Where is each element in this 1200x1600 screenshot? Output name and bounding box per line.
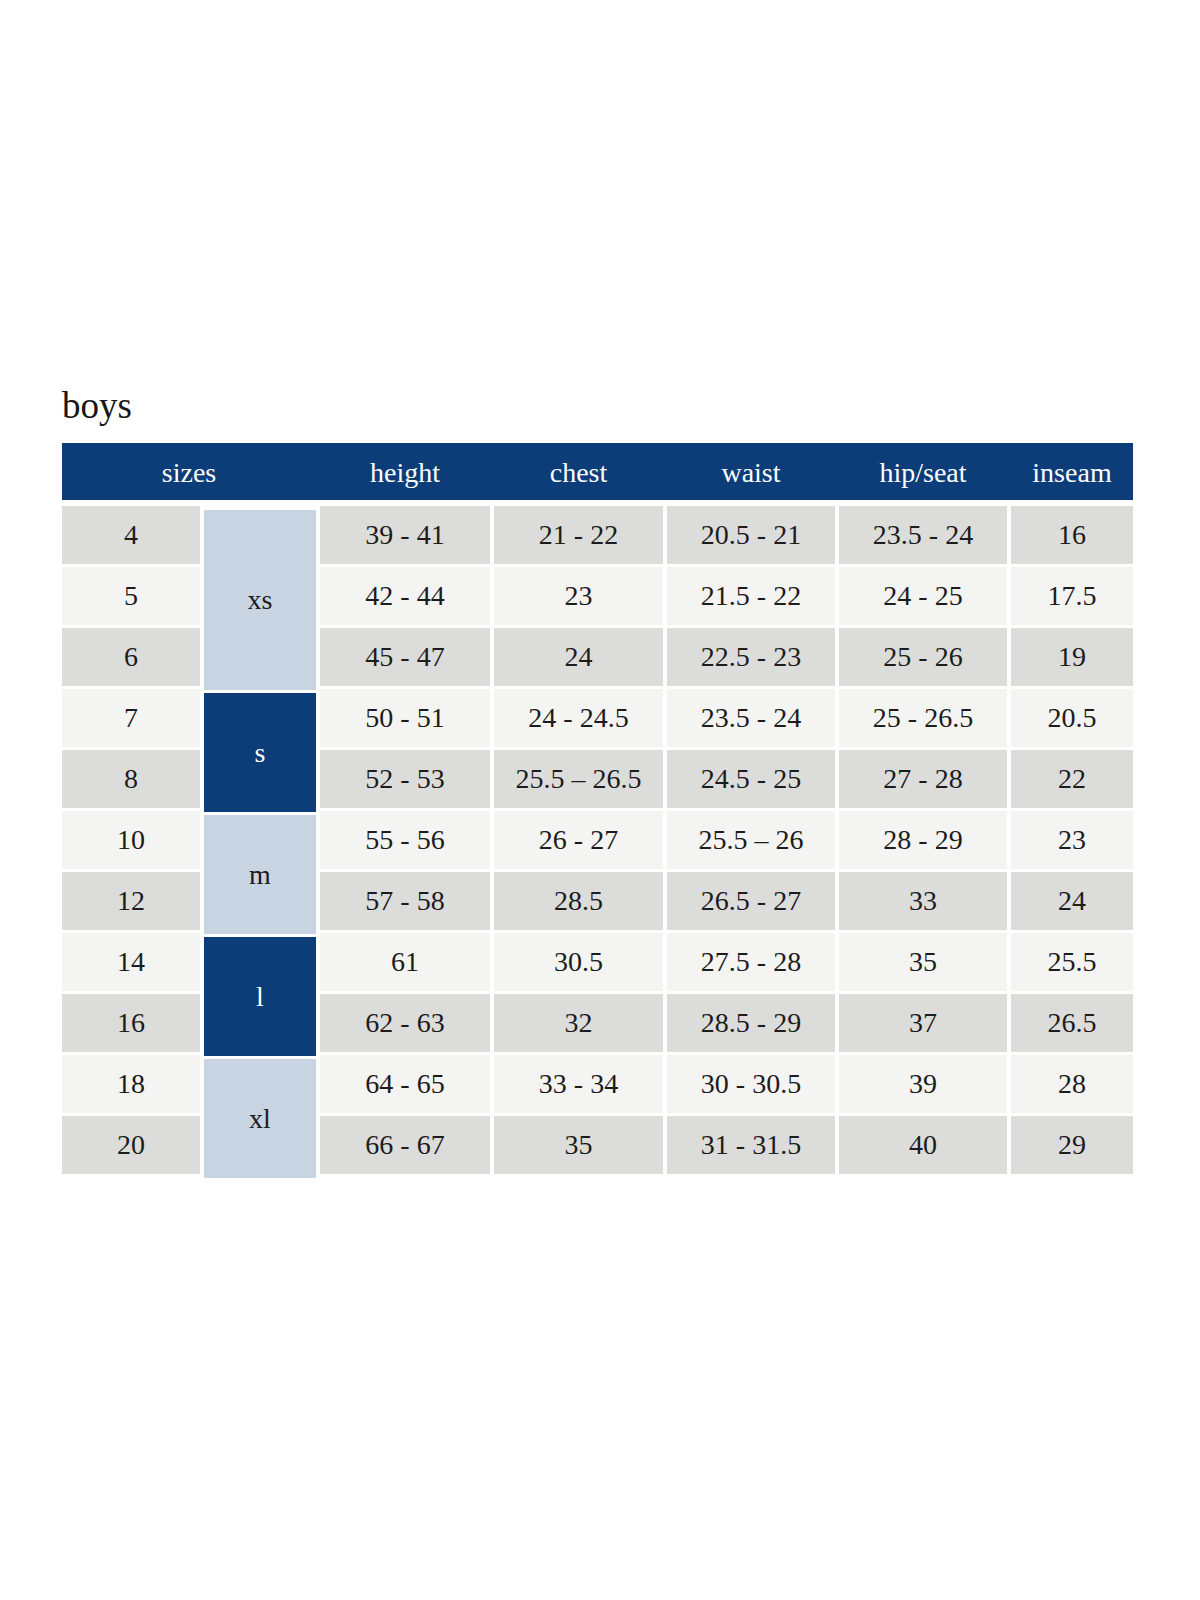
inseam-cell: 17.5 bbox=[1011, 567, 1133, 625]
chest-cell: 24 - 24.5 bbox=[494, 689, 663, 747]
height-cell: 66 - 67 bbox=[320, 1116, 490, 1174]
inseam-cell: 23 bbox=[1011, 811, 1133, 869]
chest-cell: 30.5 bbox=[494, 933, 663, 991]
page-title: boys bbox=[62, 384, 1133, 428]
hip-seat-cell: 23.5 - 24 bbox=[839, 506, 1007, 564]
inseam-cell: 24 bbox=[1011, 872, 1133, 930]
waist-cell: 23.5 - 24 bbox=[667, 689, 835, 747]
chest-cell: 32 bbox=[494, 994, 663, 1052]
height-cell: 39 - 41 bbox=[320, 506, 490, 564]
size-group-cell-xl: xl bbox=[204, 1059, 316, 1178]
hip-seat-cell: 37 bbox=[839, 994, 1007, 1052]
height-cell: 61 bbox=[320, 933, 490, 991]
height-cell: 57 - 58 bbox=[320, 872, 490, 930]
waist-cell: 22.5 - 23 bbox=[667, 628, 835, 686]
size-cell: 6 bbox=[62, 628, 200, 686]
chest-cell: 33 - 34 bbox=[494, 1055, 663, 1113]
chest-cell: 26 - 27 bbox=[494, 811, 663, 869]
waist-cell: 20.5 - 21 bbox=[667, 506, 835, 564]
waist-cell: 30 - 30.5 bbox=[667, 1055, 835, 1113]
size-chart-section: boys sizes height chest waist hip/seat i… bbox=[62, 384, 1133, 1174]
waist-cell: 21.5 - 22 bbox=[667, 567, 835, 625]
hip-seat-cell: 40 bbox=[839, 1116, 1007, 1174]
inseam-cell: 26.5 bbox=[1011, 994, 1133, 1052]
height-cell: 52 - 53 bbox=[320, 750, 490, 808]
column-header-chest: chest bbox=[494, 457, 663, 487]
table-body: 439 - 4121 - 2220.5 - 2123.5 - 2416542 -… bbox=[62, 506, 1133, 1174]
chest-cell: 35 bbox=[494, 1116, 663, 1174]
hip-seat-cell: 28 - 29 bbox=[839, 811, 1007, 869]
size-group-cell-l: l bbox=[204, 937, 316, 1056]
inseam-cell: 16 bbox=[1011, 506, 1133, 564]
inseam-cell: 29 bbox=[1011, 1116, 1133, 1174]
size-cell: 18 bbox=[62, 1055, 200, 1113]
height-cell: 42 - 44 bbox=[320, 567, 490, 625]
column-header-height: height bbox=[320, 457, 490, 487]
waist-cell: 31 - 31.5 bbox=[667, 1116, 835, 1174]
hip-seat-cell: 25 - 26 bbox=[839, 628, 1007, 686]
column-header-hip-seat: hip/seat bbox=[839, 457, 1007, 487]
table-header-row: sizes height chest waist hip/seat inseam bbox=[62, 443, 1133, 500]
size-cell: 5 bbox=[62, 567, 200, 625]
column-header-waist: waist bbox=[667, 457, 835, 487]
hip-seat-cell: 24 - 25 bbox=[839, 567, 1007, 625]
inseam-cell: 19 bbox=[1011, 628, 1133, 686]
inseam-cell: 20.5 bbox=[1011, 689, 1133, 747]
column-header-sizes: sizes bbox=[62, 457, 316, 487]
hip-seat-cell: 33 bbox=[839, 872, 1007, 930]
size-cell: 12 bbox=[62, 872, 200, 930]
waist-cell: 27.5 - 28 bbox=[667, 933, 835, 991]
waist-cell: 24.5 - 25 bbox=[667, 750, 835, 808]
size-group-cell-xs: xs bbox=[204, 510, 316, 690]
inseam-cell: 28 bbox=[1011, 1055, 1133, 1113]
size-cell: 4 bbox=[62, 506, 200, 564]
column-header-inseam: inseam bbox=[1011, 457, 1133, 487]
hip-seat-cell: 35 bbox=[839, 933, 1007, 991]
chest-cell: 24 bbox=[494, 628, 663, 686]
size-cell: 7 bbox=[62, 689, 200, 747]
waist-cell: 28.5 - 29 bbox=[667, 994, 835, 1052]
size-group-cell-s: s bbox=[204, 693, 316, 812]
size-cell: 10 bbox=[62, 811, 200, 869]
size-group-cell-m: m bbox=[204, 815, 316, 934]
height-cell: 62 - 63 bbox=[320, 994, 490, 1052]
hip-seat-cell: 25 - 26.5 bbox=[839, 689, 1007, 747]
chest-cell: 21 - 22 bbox=[494, 506, 663, 564]
size-cell: 16 bbox=[62, 994, 200, 1052]
size-cell: 14 bbox=[62, 933, 200, 991]
chest-cell: 23 bbox=[494, 567, 663, 625]
size-chart-page: boys sizes height chest waist hip/seat i… bbox=[0, 0, 1200, 1600]
size-cell: 20 bbox=[62, 1116, 200, 1174]
waist-cell: 26.5 - 27 bbox=[667, 872, 835, 930]
size-cell: 8 bbox=[62, 750, 200, 808]
boys-size-table: sizes height chest waist hip/seat inseam… bbox=[62, 443, 1133, 1174]
height-cell: 50 - 51 bbox=[320, 689, 490, 747]
height-cell: 45 - 47 bbox=[320, 628, 490, 686]
height-cell: 64 - 65 bbox=[320, 1055, 490, 1113]
chest-cell: 28.5 bbox=[494, 872, 663, 930]
height-cell: 55 - 56 bbox=[320, 811, 490, 869]
inseam-cell: 22 bbox=[1011, 750, 1133, 808]
hip-seat-cell: 27 - 28 bbox=[839, 750, 1007, 808]
waist-cell: 25.5 – 26 bbox=[667, 811, 835, 869]
hip-seat-cell: 39 bbox=[839, 1055, 1007, 1113]
inseam-cell: 25.5 bbox=[1011, 933, 1133, 991]
chest-cell: 25.5 – 26.5 bbox=[494, 750, 663, 808]
